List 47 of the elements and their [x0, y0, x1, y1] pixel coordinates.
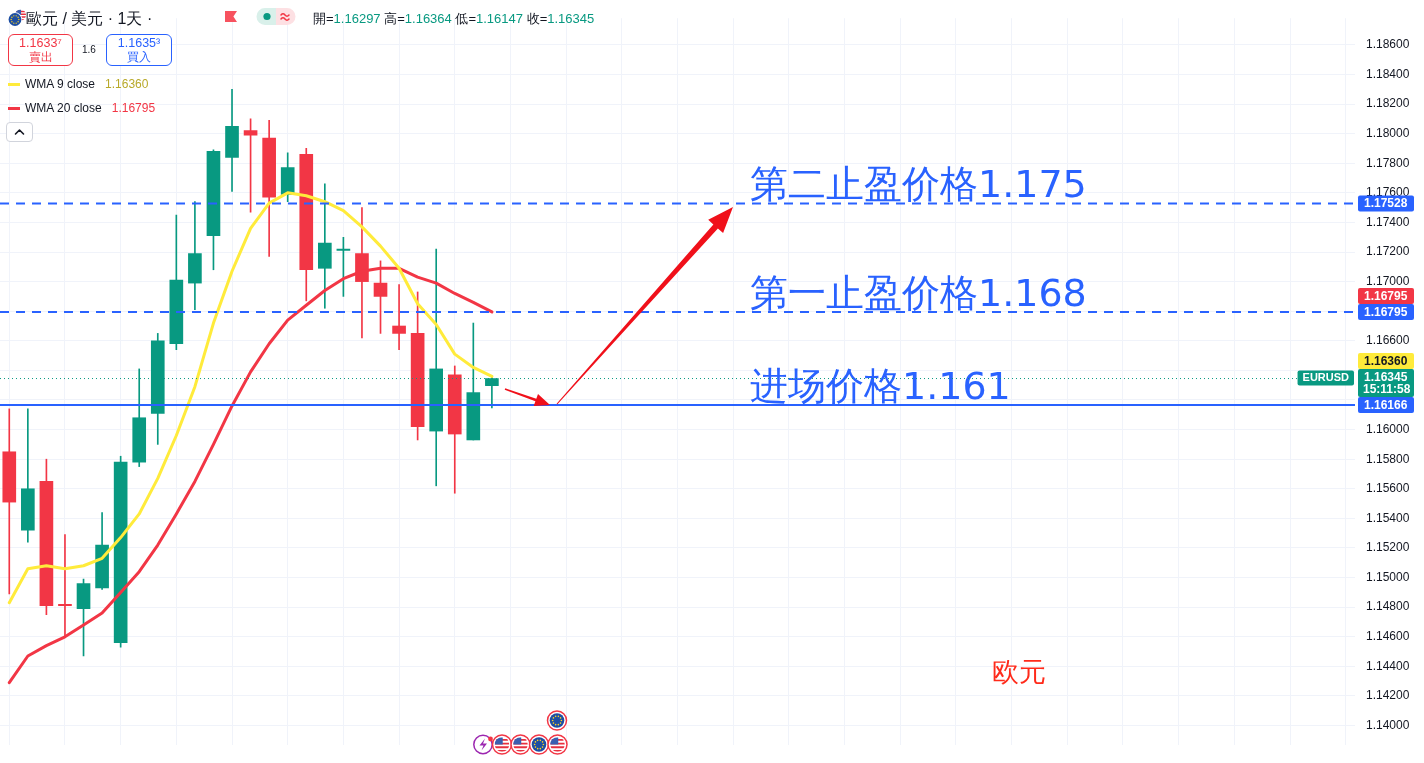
text: 1.17528 [1364, 196, 1408, 211]
ref-line-label: 第二止盈价格1.175 [749, 162, 1087, 207]
annotation: 買入 [126, 50, 152, 64]
y-tick-label: 1.17000 [1366, 273, 1410, 288]
candlestick [58, 534, 72, 638]
y-tick-label: 1.18600 [1366, 37, 1410, 52]
candlestick [392, 284, 406, 351]
y-tick-label: 1.14400 [1366, 658, 1410, 673]
sell-button: 1.1633⁷ 賣出 [8, 34, 73, 66]
y-tick-label: 1.14800 [1366, 599, 1410, 614]
ref-line-label: 进场价格1.161 [749, 364, 1011, 409]
ref-line-label: 第一止盈价格1.168 [749, 270, 1087, 315]
y-tick-label: 1.15400 [1366, 510, 1410, 525]
y-tick-label: 1.16600 [1366, 333, 1410, 348]
text: 1.16345 [1364, 369, 1408, 384]
y-tick-label: 1.17800 [1366, 155, 1410, 170]
annotation: 賣出 [27, 50, 54, 64]
y-tick-label: 1.15800 [1366, 451, 1410, 466]
chart-title: 歐元 / 美元 · 1天 · [26, 9, 153, 29]
y-tick-label: 1.17400 [1366, 214, 1410, 229]
buy-button: 1.1635³ 買入 [106, 34, 172, 66]
y-tick-label: 1.15200 [1366, 540, 1410, 555]
y-tick-label: 1.15000 [1366, 569, 1410, 584]
annotation: 1.6 [82, 43, 96, 57]
text: 15:11:58 [1363, 382, 1411, 397]
annotation: EURUSD [1302, 371, 1350, 384]
text: 1.16360 [1364, 353, 1408, 368]
y-tick-label: 1.14200 [1366, 688, 1410, 703]
text: 1.16795 [1364, 288, 1408, 303]
y-tick-label: 1.16000 [1366, 421, 1410, 436]
legend-label: WMA 20 close [25, 101, 102, 115]
y-tick-label: 1.14000 [1366, 717, 1410, 732]
y-tick-label: 1.18200 [1366, 96, 1410, 111]
annotation: 欧元 [992, 656, 1046, 689]
annotation: 1.1633⁷ [18, 36, 63, 50]
text: 1.16166 [1364, 397, 1408, 412]
annotation: 1.1635³ [116, 36, 162, 50]
annotation: 1.16795 [111, 101, 156, 115]
y-tick-label: 1.15600 [1366, 481, 1410, 496]
text: 1.16795 [1364, 304, 1408, 319]
legend-label: WMA 9 close [25, 77, 96, 91]
annotation: 1.16360 [105, 77, 149, 91]
y-tick-label: 1.18400 [1366, 66, 1410, 81]
y-tick-label: 1.14600 [1366, 629, 1410, 644]
y-tick-label: 1.17200 [1366, 244, 1410, 259]
y-tick-label: 1.18000 [1366, 125, 1410, 140]
chart-subtitle: 開=1.16297 高=1.16364 低=1.16147 收=1.16345 [313, 11, 595, 26]
